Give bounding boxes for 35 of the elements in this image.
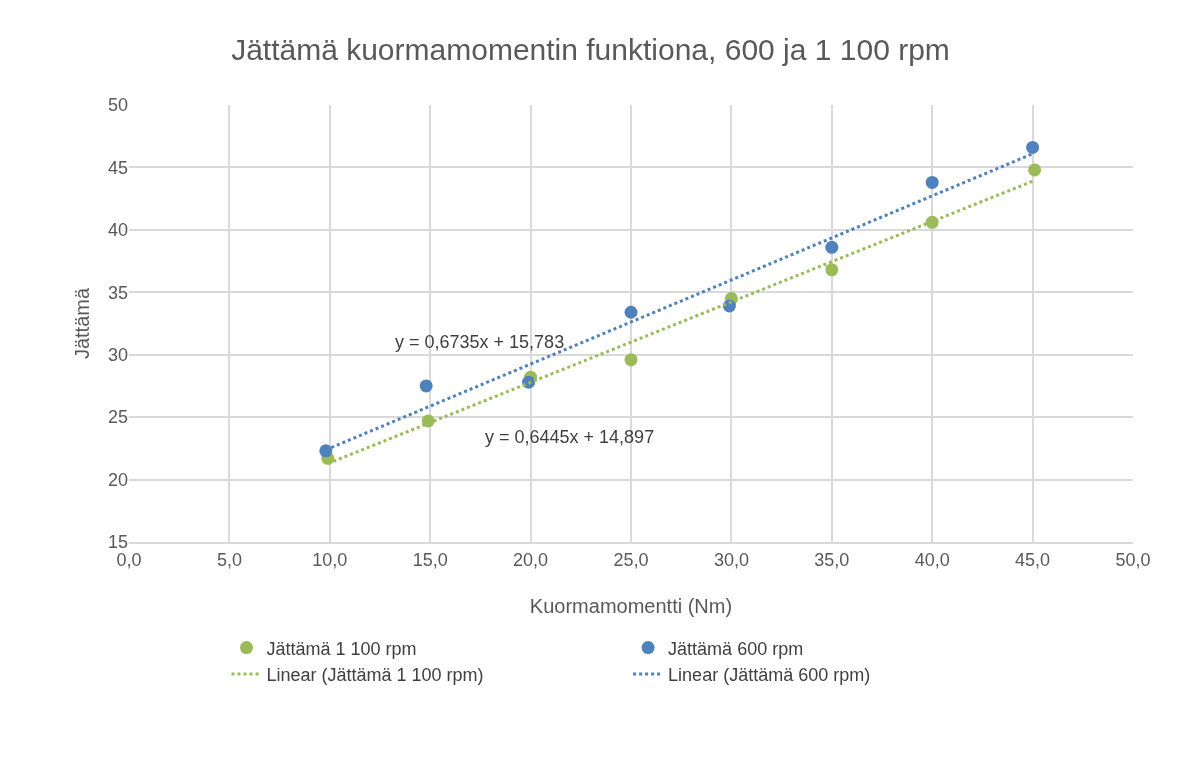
x-tick-label: 25,0 xyxy=(613,549,649,570)
x-axis-title: Kuormamomentti (Nm) xyxy=(529,595,733,617)
x-tick-label: 5,0 xyxy=(216,549,242,570)
point xyxy=(1028,163,1042,177)
x-tick-label: 40,0 xyxy=(914,549,950,570)
x-tick-label: 45,0 xyxy=(1015,549,1051,570)
point xyxy=(825,240,839,254)
y-tick-label: 50 xyxy=(107,95,128,116)
y-tick-label: 25 xyxy=(107,407,128,428)
point xyxy=(925,175,939,189)
point xyxy=(624,305,638,319)
point xyxy=(419,379,433,393)
point xyxy=(825,263,839,277)
x-tick-label: 50,0 xyxy=(1115,549,1151,570)
y-tick-label: 35 xyxy=(107,282,128,303)
legend-label: Linear (Jättämä 600 rpm) xyxy=(668,665,871,686)
x-tick-label: 15,0 xyxy=(412,549,448,570)
point xyxy=(624,353,638,367)
x-tick-label: 20,0 xyxy=(513,549,549,570)
annotation: y = 0,6445x + 14,897 xyxy=(485,427,655,447)
x-tick-label: 30,0 xyxy=(713,549,749,570)
x-tick-label: 35,0 xyxy=(814,549,850,570)
legend-label: Jättämä 1 100 rpm xyxy=(266,638,417,659)
y-axis-title: Jättämä xyxy=(71,287,94,360)
legend-label: Linear (Jättämä 1 100 rpm) xyxy=(266,665,484,686)
annotation: y = 0,6735x + 15,783 xyxy=(395,332,565,352)
y-tick-label: 40 xyxy=(107,220,128,241)
chart-title: Jättämä kuormamomentin funktiona, 600 ja 1 100 rpm xyxy=(231,32,950,66)
y-tick-label: 45 xyxy=(107,157,128,178)
legend-label: Jättämä 600 rpm xyxy=(668,638,804,659)
y-tick-label: 30 xyxy=(107,345,128,366)
y-tick-label: 20 xyxy=(107,469,128,490)
point xyxy=(319,444,333,458)
point xyxy=(1026,140,1040,154)
x-tick-label: 10,0 xyxy=(312,549,348,570)
